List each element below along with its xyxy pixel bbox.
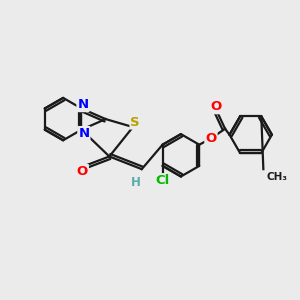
Text: S: S (130, 116, 140, 128)
Text: O: O (210, 100, 221, 113)
Text: H: H (131, 176, 141, 190)
Text: O: O (77, 165, 88, 178)
Text: CH₃: CH₃ (266, 172, 287, 182)
Text: O: O (205, 132, 217, 145)
Text: N: N (77, 98, 88, 111)
Text: Cl: Cl (155, 174, 170, 187)
Text: N: N (78, 127, 89, 140)
